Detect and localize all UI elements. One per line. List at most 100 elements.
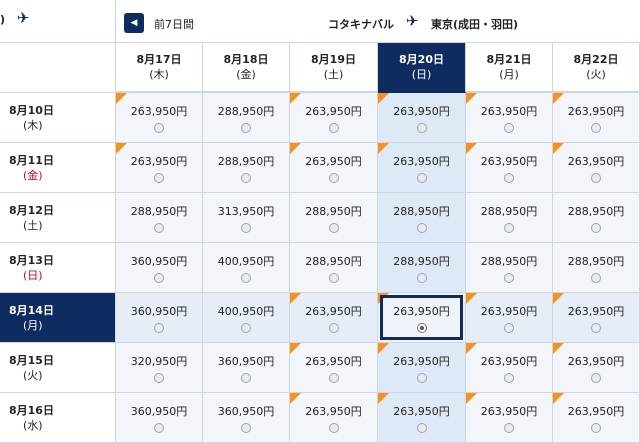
fare-cell[interactable]: 400,950円 — [203, 243, 290, 293]
fare-radio[interactable] — [328, 373, 339, 383]
fare-cell[interactable]: 263,950円 — [466, 93, 553, 143]
fare-cell[interactable]: 263,950円 — [378, 293, 466, 343]
date-row-header[interactable]: 8月13日 (日) — [0, 243, 116, 293]
fare-cell[interactable]: 263,950円 — [378, 93, 466, 143]
fare-cell[interactable]: 263,950円 — [553, 93, 640, 143]
fare-cell[interactable]: 263,950円 — [378, 393, 466, 443]
fare-cell[interactable]: 320,950円 — [116, 343, 203, 393]
fare-radio[interactable] — [328, 123, 339, 133]
fare-radio[interactable] — [241, 173, 251, 183]
date-row-header[interactable]: 8月14日 (月) — [0, 293, 116, 343]
fare-radio[interactable] — [241, 323, 251, 333]
fare-radio[interactable] — [504, 323, 514, 333]
fare-cell[interactable]: 288,950円 — [116, 193, 203, 243]
fare-radio[interactable] — [154, 323, 164, 333]
fare-radio[interactable] — [591, 423, 601, 433]
fare-radio[interactable] — [591, 223, 601, 233]
fare-radio[interactable] — [328, 423, 339, 433]
date-row-header[interactable]: 8月15日 (火) — [0, 343, 116, 393]
fare-cell[interactable]: 263,950円 — [290, 343, 378, 393]
fare-cell[interactable]: 263,950円 — [290, 293, 378, 343]
fare-radio[interactable] — [328, 223, 339, 233]
date-column-header[interactable]: 8月18日 (金) — [203, 43, 290, 93]
date-column-header[interactable]: 8月20日 (日) — [378, 43, 466, 93]
date-column-header[interactable]: 8月17日 (木) — [116, 43, 203, 93]
fare-radio[interactable] — [591, 273, 601, 283]
fare-radio[interactable] — [504, 173, 514, 183]
fare-radio[interactable] — [416, 223, 427, 233]
fare-radio[interactable] — [504, 373, 514, 383]
fare-cell[interactable]: 360,950円 — [116, 393, 203, 443]
fare-radio[interactable] — [416, 373, 427, 383]
fare-radio[interactable] — [328, 173, 339, 183]
fare-cell[interactable]: 263,950円 — [290, 143, 378, 193]
fare-cell[interactable]: 263,950円 — [466, 393, 553, 443]
fare-cell[interactable]: 263,950円 — [290, 93, 378, 143]
fare-cell[interactable]: 263,950円 — [116, 143, 203, 193]
fare-cell[interactable]: 288,950円 — [378, 193, 466, 243]
date-row-header[interactable]: 8月16日 (水) — [0, 393, 116, 443]
fare-cell[interactable]: 263,950円 — [466, 143, 553, 193]
fare-cell[interactable]: 263,950円 — [466, 343, 553, 393]
fare-cell[interactable]: 263,950円 — [553, 393, 640, 443]
fare-cell[interactable]: 263,950円 — [290, 393, 378, 443]
fare-radio[interactable] — [154, 173, 164, 183]
fare-radio[interactable] — [154, 223, 164, 233]
fare-radio[interactable] — [416, 123, 427, 133]
fare-radio[interactable] — [416, 323, 427, 333]
fare-radio[interactable] — [328, 273, 339, 283]
fare-cell[interactable]: 263,950円 — [466, 293, 553, 343]
date-row-header[interactable]: 8月11日 (金) — [0, 143, 116, 193]
fare-cell[interactable]: 263,950円 — [553, 143, 640, 193]
fare-radio[interactable] — [416, 273, 427, 283]
prev-week-label[interactable]: 前7日間 — [154, 18, 194, 31]
prev-week-button[interactable]: ◀ — [124, 13, 144, 33]
fare-cell[interactable]: 313,950円 — [203, 193, 290, 243]
fare-radio[interactable] — [591, 123, 601, 133]
fare-radio[interactable] — [241, 223, 251, 233]
fare-cell[interactable]: 288,950円 — [553, 193, 640, 243]
fare-cell[interactable]: 360,950円 — [203, 393, 290, 443]
fare-radio[interactable] — [154, 373, 164, 383]
fare-radio[interactable] — [504, 123, 514, 133]
fare-radio[interactable] — [416, 173, 427, 183]
fare-cell[interactable]: 400,950円 — [203, 293, 290, 343]
date-column-header[interactable]: 8月21日 (月) — [466, 43, 553, 93]
fare-radio[interactable] — [591, 373, 601, 383]
fare-cell[interactable]: 263,950円 — [378, 143, 466, 193]
date-row-header[interactable]: 8月10日 (木) — [0, 93, 116, 143]
fare-radio[interactable] — [241, 123, 251, 133]
fare-cell[interactable]: 288,950円 — [466, 193, 553, 243]
fare-radio[interactable] — [154, 123, 164, 133]
fare-cell[interactable]: 288,950円 — [466, 243, 553, 293]
fare-cell[interactable]: 360,950円 — [203, 343, 290, 393]
fare-radio[interactable] — [504, 273, 514, 283]
fare-cell[interactable]: 360,950円 — [116, 243, 203, 293]
fare-cell[interactable]: 288,950円 — [378, 243, 466, 293]
fare-radio[interactable] — [591, 173, 601, 183]
fare-radio[interactable] — [154, 423, 164, 433]
date-column-header[interactable]: 8月22日 (火) — [553, 43, 640, 93]
fare-cell[interactable]: 263,950円 — [553, 293, 640, 343]
fare-radio[interactable] — [241, 373, 251, 383]
fare-cell[interactable]: 360,950円 — [116, 293, 203, 343]
fare-radio[interactable] — [504, 223, 514, 233]
date-row-header[interactable]: 8月12日 (土) — [0, 193, 116, 243]
fare-cell[interactable]: 288,950円 — [290, 193, 378, 243]
date-column-header[interactable]: 8月19日 (土) — [290, 43, 378, 93]
fare-cell[interactable]: 288,950円 — [203, 143, 290, 193]
fare-cell[interactable]: 263,950円 — [378, 343, 466, 393]
fare-cell[interactable]: 263,950円 — [116, 93, 203, 143]
fare-cell[interactable]: 288,950円 — [553, 243, 640, 293]
discount-flag-icon — [466, 293, 477, 304]
fare-radio[interactable] — [416, 423, 427, 433]
fare-cell[interactable]: 288,950円 — [290, 243, 378, 293]
fare-radio[interactable] — [504, 423, 514, 433]
fare-radio[interactable] — [328, 323, 339, 333]
fare-cell[interactable]: 263,950円 — [553, 343, 640, 393]
fare-radio[interactable] — [241, 273, 251, 283]
fare-radio[interactable] — [591, 323, 601, 333]
fare-radio[interactable] — [154, 273, 164, 283]
fare-radio[interactable] — [241, 423, 251, 433]
fare-cell[interactable]: 288,950円 — [203, 93, 290, 143]
